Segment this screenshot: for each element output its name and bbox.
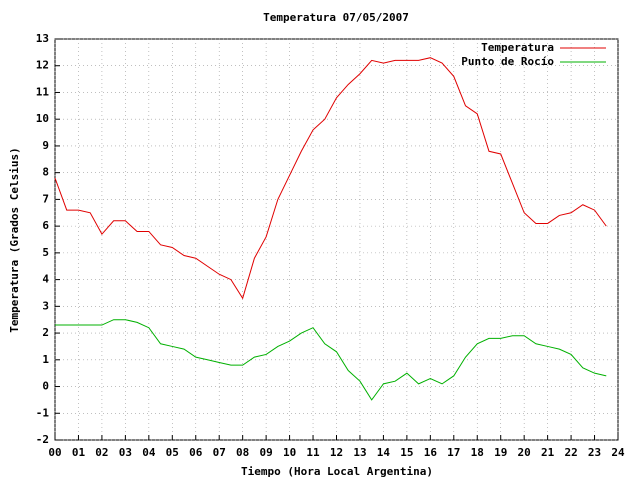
legend-label: Temperatura (481, 41, 554, 54)
x-tick-label: 09 (260, 446, 273, 459)
y-tick-label: 7 (42, 192, 49, 205)
y-tick-label: 12 (36, 59, 49, 72)
y-tick-label: 8 (42, 166, 49, 179)
x-tick-label: 12 (330, 446, 343, 459)
series-line (55, 319, 607, 401)
legend-label: Punto de Rocío (461, 55, 554, 68)
x-tick-label: 20 (518, 446, 531, 459)
x-tick-label: 11 (306, 446, 320, 459)
x-tick-label: 22 (564, 446, 577, 459)
y-tick-label: 9 (42, 139, 49, 152)
x-axis-label: Tiempo (Hora Local Argentina) (241, 465, 433, 478)
y-tick-label: 2 (42, 326, 49, 339)
x-tick-label: 21 (541, 446, 555, 459)
x-tick-label: 15 (400, 446, 413, 459)
x-tick-label: 06 (189, 446, 203, 459)
x-tick-label: 07 (213, 446, 226, 459)
x-tick-label: 04 (142, 446, 156, 459)
x-tick-label: 10 (283, 446, 296, 459)
x-tick-label: 14 (377, 446, 391, 459)
y-tick-label: 11 (36, 85, 50, 98)
x-tick-label: 01 (72, 446, 86, 459)
x-tick-label: 16 (424, 446, 438, 459)
series-line (54, 57, 607, 300)
y-tick-label: -1 (36, 406, 50, 419)
y-tick-label: 0 (42, 380, 49, 393)
x-tick-label: 05 (166, 446, 179, 459)
x-tick-label: 13 (353, 446, 366, 459)
y-tick-label: -2 (36, 433, 49, 446)
x-tick-label: 17 (447, 446, 460, 459)
y-tick-label: 4 (42, 273, 49, 286)
y-tick-label: 10 (36, 112, 49, 125)
x-tick-label: 19 (494, 446, 507, 459)
x-tick-label: 08 (236, 446, 249, 459)
x-tick-label: 03 (119, 446, 132, 459)
y-tick-label: 5 (42, 246, 49, 259)
y-tick-label: 1 (42, 353, 49, 366)
x-tick-label: 02 (95, 446, 108, 459)
chart-title: Temperatura 07/05/2007 (263, 11, 409, 24)
x-tick-label: 18 (471, 446, 484, 459)
x-tick-label: 23 (588, 446, 601, 459)
y-tick-label: 13 (36, 32, 49, 45)
y-tick-label: 3 (42, 299, 49, 312)
x-tick-label: 24 (611, 446, 625, 459)
y-tick-label: 6 (42, 219, 49, 232)
x-tick-label: 00 (48, 446, 61, 459)
y-axis-label: Temperatura (Grados Celsius) (8, 147, 21, 332)
